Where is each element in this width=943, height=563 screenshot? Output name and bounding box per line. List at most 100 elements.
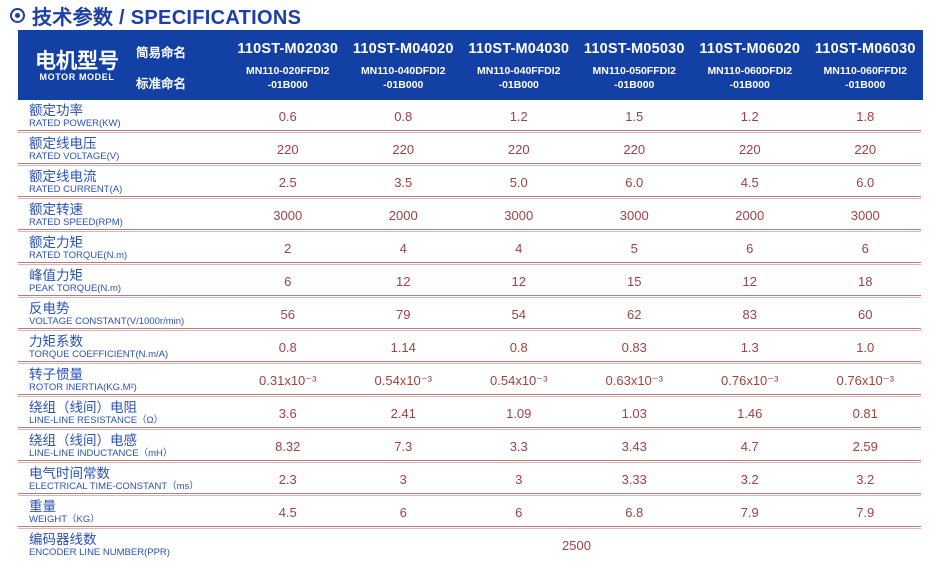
row-label-cn: 反电势 (29, 301, 70, 317)
value-cell: 0.76x10⁻³ (836, 372, 894, 388)
value-cell: 220 (276, 142, 299, 157)
model-name: 110ST-M04030 (468, 41, 570, 57)
row-label: 绕组（线间）电感 LINE-LINE INDUCTANCE（mH） (18, 430, 230, 463)
model-column-1: 110ST-M02030 MN110-020FFDI2 -01B000 (230, 30, 346, 100)
value-cell: 60 (858, 307, 873, 322)
value-cell: 3.2 (740, 472, 759, 487)
table-row-line-inductance: 绕组（线间）电感 LINE-LINE INDUCTANCE（mH） 8.32 7… (18, 430, 923, 463)
standard-name: MN110-020FFDI2 -01B000 (246, 65, 330, 91)
row-label: 额定线电压 RATED VOLTAGE(V) (18, 133, 230, 166)
value-cell: 6.0 (856, 175, 875, 190)
row-label-cn: 额定线电流 (29, 169, 97, 185)
row-label: 峰值力矩 PEAK TORQUE(N.m) (18, 265, 230, 298)
table-header: 电机型号 MOTOR MODEL 简易命名 标准命名 110ST-M02030 … (18, 30, 923, 100)
value-cell: 3.2 (856, 472, 875, 487)
value-cell-merged: 2500 (562, 538, 591, 553)
row-label-en: PEAK TORQUE(N.m) (29, 282, 122, 294)
row-label-cn: 额定功率 (29, 103, 83, 119)
value-cell: 2.41 (390, 406, 416, 421)
standard-name: MN110-060DFDI2 -01B000 (707, 65, 793, 91)
value-cell: 3 (515, 472, 523, 487)
value-cell: 0.63x10⁻³ (605, 372, 663, 388)
value-cell: 56 (280, 307, 295, 322)
row-label: 电气时间常数 ELECTRICAL TIME-CONSTANT（ms） (18, 463, 230, 496)
row-label-en: WEIGHT（KG） (29, 513, 100, 525)
specifications-table: 电机型号 MOTOR MODEL 简易命名 标准命名 110ST-M02030 … (18, 30, 923, 562)
value-cell: 0.6 (278, 109, 297, 124)
row-label-cn: 绕组（线间）电阻 (29, 400, 137, 416)
row-label: 额定线电流 RATED CURRENT(A) (18, 166, 230, 199)
row-label: 额定力矩 RATED TORQUE(N.m) (18, 232, 230, 265)
value-cell: 83 (742, 307, 757, 322)
row-label-en: ELECTRICAL TIME-CONSTANT（ms） (29, 480, 199, 492)
row-label-en: ROTOR INERTIA(KG.M²) (29, 381, 137, 393)
motor-model-title: 电机型号 MOTOR MODEL (18, 47, 136, 83)
table-row-electrical-time-constant: 电气时间常数 ELECTRICAL TIME-CONSTANT（ms） 2.3 … (18, 463, 923, 496)
standard-name: MN110-050FFDI2 -01B000 (592, 65, 676, 91)
simple-name-label: 简易命名 (136, 46, 187, 60)
value-cell: 2000 (735, 208, 765, 223)
model-column-5: 110ST-M06020 MN110-060DFDI2 -01B000 (692, 30, 808, 100)
row-label-cn: 电气时间常数 (29, 466, 110, 482)
row-label: 转子惯量 ROTOR INERTIA(KG.M²) (18, 364, 230, 397)
row-label-cn: 编码器线数 (29, 532, 97, 548)
value-cell: 0.31x10⁻³ (259, 372, 317, 388)
model-name: 110ST-M04020 (352, 41, 454, 57)
value-cell: 12 (511, 274, 526, 289)
value-cell: 1.0 (856, 340, 875, 355)
row-label-cn: 额定力矩 (29, 235, 83, 251)
value-cell: 1.3 (740, 340, 759, 355)
value-cell: 3.43 (621, 439, 647, 454)
value-cell: 1.2 (509, 109, 528, 124)
model-column-6: 110ST-M06030 MN110-060FFDI2 -01B000 (808, 30, 924, 100)
value-cell: 6 (861, 241, 869, 256)
value-cell: 7.9 (856, 505, 875, 520)
value-cell: 1.09 (506, 406, 532, 421)
value-cell: 3000 (273, 208, 303, 223)
value-cell: 220 (854, 142, 877, 157)
value-cell: 8.32 (275, 439, 301, 454)
value-cell: 3 (399, 472, 407, 487)
table-row-torque-coefficient: 力矩系数 TORQUE COEFFICIENT(N.m/A) 0.8 1.14 … (18, 331, 923, 364)
value-cell: 4.5 (278, 505, 297, 520)
value-cell: 0.8 (394, 109, 413, 124)
value-cell: 0.83 (621, 340, 647, 355)
value-cell: 15 (627, 274, 642, 289)
row-label-en: RATED SPEED(RPM) (29, 216, 123, 228)
value-cell: 4 (399, 241, 407, 256)
value-cell: 4 (515, 241, 523, 256)
value-cell: 1.46 (737, 406, 763, 421)
value-cell: 54 (511, 307, 526, 322)
value-cell: 0.54x10⁻³ (374, 372, 432, 388)
row-label: 力矩系数 TORQUE COEFFICIENT(N.m/A) (18, 331, 230, 364)
table-row-rated-power: 额定功率 RATED POWER(KW) 0.6 0.8 1.2 1.5 1.2… (18, 100, 923, 133)
value-cell: 6.8 (625, 505, 644, 520)
table-row-rated-current: 额定线电流 RATED CURRENT(A) 2.5 3.5 5.0 6.0 4… (18, 166, 923, 199)
value-cell: 18 (858, 274, 873, 289)
standard-name: MN110-040FFDI2 -01B000 (477, 65, 561, 91)
value-cell: 2.59 (852, 439, 878, 454)
standard-name: MN110-060FFDI2 -01B000 (823, 65, 907, 91)
value-cell: 0.54x10⁻³ (490, 372, 548, 388)
value-cell: 220 (623, 142, 646, 157)
row-label-en: TORQUE COEFFICIENT(N.m/A) (29, 348, 169, 360)
model-name: 110ST-M06030 (814, 41, 916, 57)
value-cell: 0.8 (278, 340, 297, 355)
row-label-en: RATED CURRENT(A) (29, 183, 123, 195)
value-cell: 1.03 (621, 406, 647, 421)
standard-name-label: 标准命名 (136, 77, 187, 91)
row-label-cn: 额定转速 (29, 202, 83, 218)
value-cell: 2000 (388, 208, 418, 223)
row-label: 反电势 VOLTAGE CONSTANT(V/1000r/min) (18, 298, 230, 331)
row-label-cn: 转子惯量 (29, 367, 83, 383)
value-cell: 220 (392, 142, 415, 157)
model-name: 110ST-M06020 (699, 41, 801, 57)
page-title-text: 技术参数 / SPECIFICATIONS (32, 6, 302, 29)
row-label-cn: 力矩系数 (29, 334, 83, 350)
page-title: 技术参数 / SPECIFICATIONS (0, 0, 943, 30)
naming-labels: 简易命名 标准命名 (136, 30, 230, 100)
value-cell: 4.7 (740, 439, 759, 454)
row-label: 绕组（线间）电阻 LINE-LINE RESISTANCE（Ω） (18, 397, 230, 430)
row-label-cn: 绕组（线间）电感 (29, 433, 137, 449)
table-row-weight: 重量 WEIGHT（KG） 4.5 6 6 6.8 7.9 7.9 (18, 496, 923, 529)
